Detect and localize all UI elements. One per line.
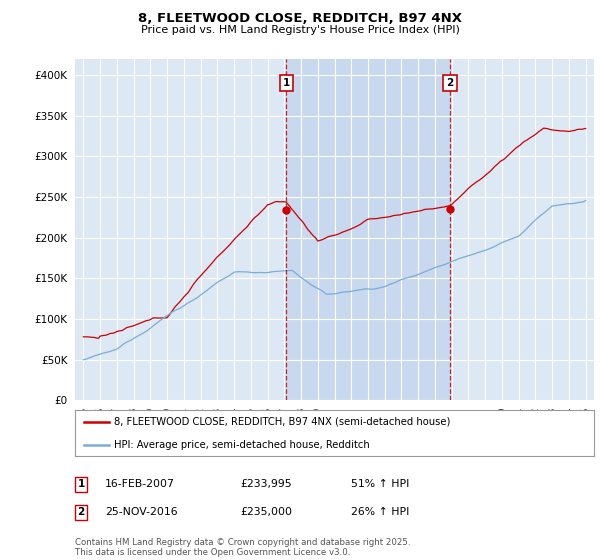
Text: 8, FLEETWOOD CLOSE, REDDITCH, B97 4NX (semi-detached house): 8, FLEETWOOD CLOSE, REDDITCH, B97 4NX (s… xyxy=(114,417,450,427)
Bar xyxy=(286,59,450,400)
Text: £235,000: £235,000 xyxy=(240,507,292,517)
Text: 51% ↑ HPI: 51% ↑ HPI xyxy=(351,479,409,489)
Text: Contains HM Land Registry data © Crown copyright and database right 2025.
This d: Contains HM Land Registry data © Crown c… xyxy=(75,538,410,557)
Text: Price paid vs. HM Land Registry's House Price Index (HPI): Price paid vs. HM Land Registry's House … xyxy=(140,25,460,35)
Text: £233,995: £233,995 xyxy=(240,479,292,489)
Text: HPI: Average price, semi-detached house, Redditch: HPI: Average price, semi-detached house,… xyxy=(114,440,370,450)
Text: 26% ↑ HPI: 26% ↑ HPI xyxy=(351,507,409,517)
Text: 2: 2 xyxy=(77,507,85,517)
Text: 2: 2 xyxy=(446,78,454,88)
Text: 1: 1 xyxy=(77,479,85,489)
Text: 8, FLEETWOOD CLOSE, REDDITCH, B97 4NX: 8, FLEETWOOD CLOSE, REDDITCH, B97 4NX xyxy=(138,12,462,25)
Text: 25-NOV-2016: 25-NOV-2016 xyxy=(105,507,178,517)
Text: 1: 1 xyxy=(283,78,290,88)
Text: 16-FEB-2007: 16-FEB-2007 xyxy=(105,479,175,489)
